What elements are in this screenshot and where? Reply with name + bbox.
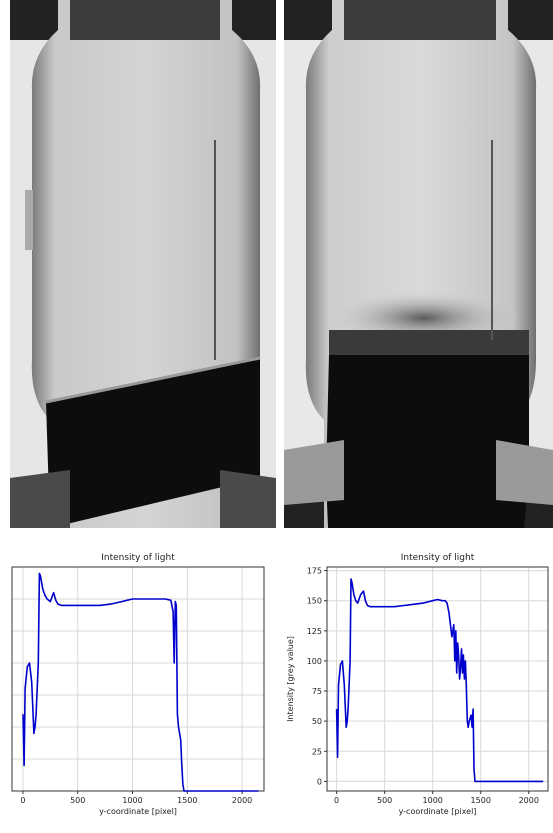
series-line (335, 578, 544, 783)
y-tick-label: 0 (317, 777, 322, 786)
chart-right-svg: Intensity of light 0 500 1000 1500 2000 0 25 50 7… (286, 553, 549, 816)
y-tick-label: 50 (312, 717, 322, 726)
y-tick-label: 75 (312, 687, 322, 696)
chart-title: Intensity of light (101, 553, 175, 563)
y-tick-label: 150 (307, 597, 322, 606)
chart-left: Intensity of light 0 500 1000 1500 2000 y-coor… (0, 548, 276, 829)
series-line (22, 572, 259, 792)
bottle-photo-left (10, 0, 276, 528)
x-tick-label: 1500 (471, 796, 491, 805)
x-tick-label: 0 (20, 796, 25, 805)
y-tick-label: 125 (307, 627, 322, 636)
x-tick-label: 2000 (232, 796, 252, 805)
chart-left-svg: Intensity of light 0 500 1000 1500 2000 y-coor… (11, 553, 265, 816)
x-tick-label: 500 (70, 796, 85, 805)
x-axis-label: y-coordinate [pixel] (399, 807, 477, 816)
plot-frame (11, 566, 265, 792)
x-tick-label: 1000 (423, 796, 443, 805)
chart-right: Intensity of light 0 500 1000 1500 2000 0 25 50 7… (284, 548, 553, 829)
y-tick-label: 175 (307, 567, 322, 576)
y-tick-label: 25 (312, 747, 322, 756)
x-tick-label: 1500 (177, 796, 197, 805)
x-tick-label: 500 (377, 796, 392, 805)
x-axis-label: y-coordinate [pixel] (99, 807, 177, 816)
x-tick-label: 1000 (122, 796, 142, 805)
x-tick-label: 2000 (519, 796, 539, 805)
plot-frame (326, 566, 549, 792)
y-axis-label: Intensity [grey value] (286, 636, 295, 722)
bottle-photo-right (284, 0, 553, 528)
x-tick-label: 0 (334, 796, 339, 805)
y-tick-label: 100 (307, 657, 322, 666)
chart-title: Intensity of light (401, 553, 475, 563)
